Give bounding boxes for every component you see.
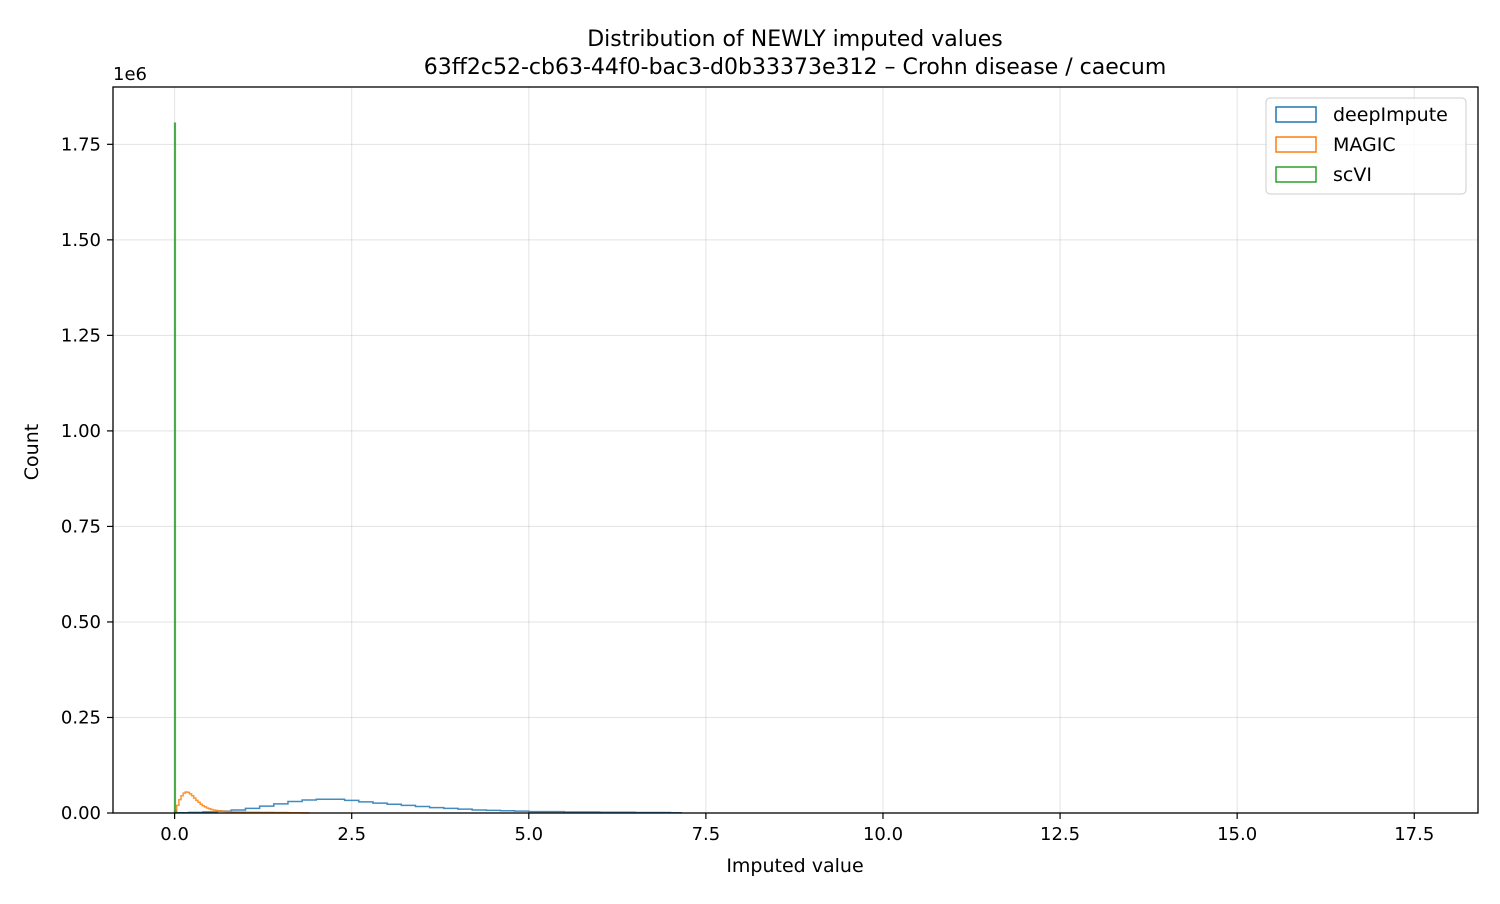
x-tick-label: 12.5 [1040, 824, 1080, 845]
y-tick-label: 0.00 [61, 803, 101, 824]
x-axis-label: Imputed value [726, 855, 863, 877]
histogram-step-deepimpute [173, 798, 682, 814]
y-tick-label: 1.25 [61, 325, 101, 346]
legend: deepImpute MAGIC scVI [1265, 97, 1467, 195]
y-axis-ticks: 0.00 0.25 0.50 0.75 1.00 1.25 1.50 1.75 [61, 134, 113, 824]
y-tick-label: 0.75 [61, 516, 101, 537]
x-tick-label: 15.0 [1217, 824, 1257, 845]
legend-label-magic: MAGIC [1333, 134, 1396, 156]
x-tick-label: 7.5 [692, 824, 721, 845]
histogram-step-magic [173, 791, 310, 814]
x-tick-label: 17.5 [1394, 824, 1434, 845]
x-tick-label: 0.0 [160, 824, 189, 845]
legend-label-scvi: scVI [1333, 164, 1372, 186]
chart-title: Distribution of NEWLY imputed values [587, 27, 1003, 52]
x-tick-label: 5.0 [514, 824, 543, 845]
legend-swatch-deepimpute [1275, 106, 1317, 123]
y-scale-offset: 1e6 [113, 64, 147, 85]
legend-label-deepimpute: deepImpute [1333, 104, 1448, 126]
x-axis-ticks: 0.0 2.5 5.0 7.5 10.0 12.5 15.0 17.5 [160, 813, 1434, 845]
y-axis-label: Count [21, 424, 43, 480]
y-tick-label: 1.50 [61, 230, 101, 251]
plot-area-frame [112, 86, 1479, 814]
chart-subtitle: 63ff2c52-cb63-44f0-bac3-d0b33373e312 – C… [424, 55, 1167, 80]
legend-swatch-scvi [1275, 166, 1317, 183]
y-tick-label: 0.50 [61, 612, 101, 633]
y-tick-label: 0.25 [61, 707, 101, 728]
x-tick-label: 2.5 [337, 824, 366, 845]
y-tick-label: 1.75 [61, 134, 101, 155]
legend-swatch-magic [1275, 136, 1317, 153]
x-tick-label: 10.0 [863, 824, 903, 845]
y-tick-label: 1.00 [61, 421, 101, 442]
